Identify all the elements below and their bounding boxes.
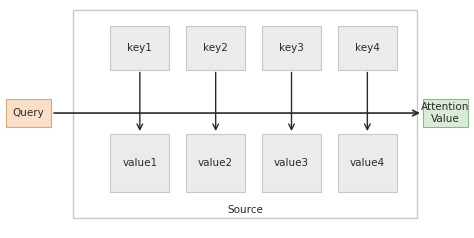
Text: value2: value2 <box>198 158 233 168</box>
FancyBboxPatch shape <box>337 25 397 70</box>
FancyBboxPatch shape <box>423 99 468 127</box>
Text: value3: value3 <box>274 158 309 168</box>
Text: Source: Source <box>228 205 263 215</box>
Text: value1: value1 <box>122 158 157 168</box>
FancyBboxPatch shape <box>110 25 169 70</box>
Text: key2: key2 <box>203 43 228 53</box>
FancyBboxPatch shape <box>337 134 397 192</box>
FancyBboxPatch shape <box>186 25 246 70</box>
Text: key3: key3 <box>279 43 304 53</box>
Text: Query: Query <box>13 108 44 118</box>
FancyBboxPatch shape <box>262 25 321 70</box>
FancyBboxPatch shape <box>262 134 321 192</box>
FancyBboxPatch shape <box>110 134 169 192</box>
Text: key4: key4 <box>355 43 380 53</box>
Text: Attention
Value: Attention Value <box>421 102 470 124</box>
Text: value4: value4 <box>350 158 385 168</box>
Text: key1: key1 <box>128 43 152 53</box>
FancyBboxPatch shape <box>6 99 51 127</box>
FancyBboxPatch shape <box>186 134 246 192</box>
